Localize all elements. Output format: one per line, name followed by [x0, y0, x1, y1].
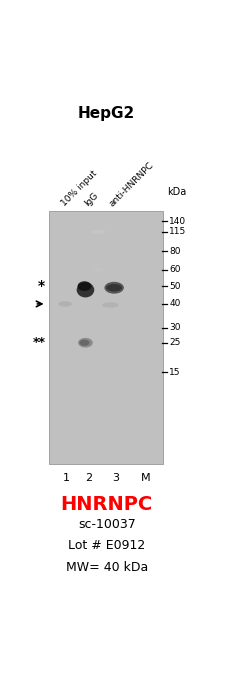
Text: 1: 1	[62, 473, 70, 483]
Ellipse shape	[104, 282, 124, 294]
Text: 80: 80	[169, 246, 181, 256]
Text: kDa: kDa	[167, 187, 186, 197]
Ellipse shape	[77, 282, 94, 298]
Ellipse shape	[79, 340, 90, 346]
Text: IgG: IgG	[83, 190, 100, 208]
Ellipse shape	[92, 230, 105, 234]
Text: Lot # E0912: Lot # E0912	[68, 540, 145, 552]
Text: HNRNPC: HNRNPC	[61, 495, 153, 514]
Ellipse shape	[78, 281, 92, 291]
Text: sc-10037: sc-10037	[78, 518, 136, 531]
Text: HepG2: HepG2	[78, 106, 135, 120]
Text: 10% input: 10% input	[60, 169, 99, 208]
Text: *: *	[38, 279, 45, 293]
Text: MW= 40 kDa: MW= 40 kDa	[66, 561, 148, 574]
Ellipse shape	[94, 268, 103, 272]
Text: 15: 15	[169, 368, 181, 377]
Text: 50: 50	[169, 281, 181, 290]
Text: 115: 115	[169, 228, 186, 236]
Text: M: M	[141, 473, 151, 483]
Text: 40: 40	[169, 300, 180, 309]
Text: 140: 140	[169, 217, 186, 226]
Text: anti-HNRNPC: anti-HNRNPC	[108, 160, 156, 208]
Text: 25: 25	[169, 338, 180, 347]
Bar	[49, 211, 163, 464]
Text: 30: 30	[169, 323, 181, 332]
Ellipse shape	[58, 301, 72, 307]
Text: 2: 2	[86, 473, 93, 483]
Text: 3: 3	[113, 473, 120, 483]
Ellipse shape	[102, 302, 119, 308]
Ellipse shape	[78, 338, 93, 348]
Text: 60: 60	[169, 265, 181, 274]
Text: **: **	[33, 336, 46, 349]
Ellipse shape	[106, 284, 122, 291]
